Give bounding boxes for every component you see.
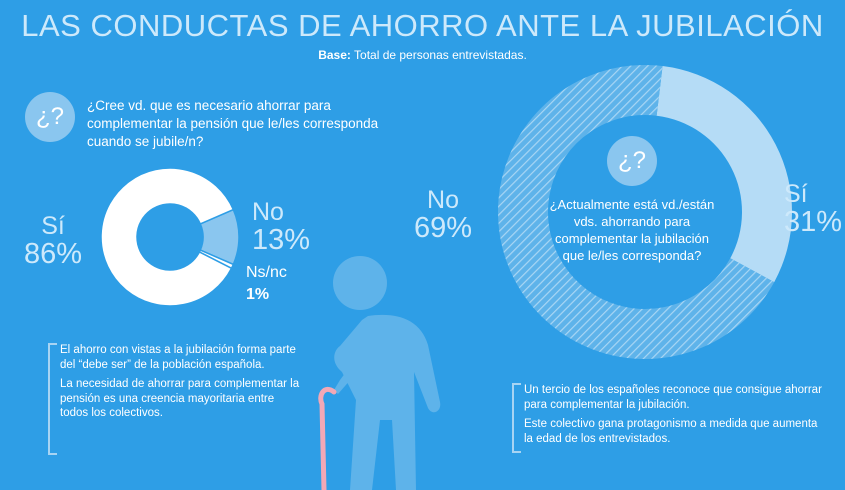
slice-label: Sí xyxy=(784,180,808,208)
donut2-si-label: Sí 31% xyxy=(784,180,843,238)
note-item: Este colectivo gana protagonismo a medid… xyxy=(524,418,818,445)
donut2-no-label: No 69% xyxy=(414,186,473,244)
slice-value: 69% xyxy=(414,212,473,244)
slice-value: 31% xyxy=(784,206,843,238)
donut-slice-no xyxy=(497,64,775,360)
slice-value: 1% xyxy=(246,286,270,303)
note-item: Un tercio de los españoles reconoce que … xyxy=(524,384,822,411)
slice-value: 86% xyxy=(24,238,83,270)
donut-slice-s- xyxy=(656,66,792,283)
slice-label: Sí xyxy=(41,212,65,240)
base-line: Base: Total de personas entrevistadas. xyxy=(0,48,845,62)
donut1-nsnc-label: Ns/nc 1% xyxy=(246,262,287,306)
slice-label: No xyxy=(252,198,284,226)
slice-label: No xyxy=(427,186,459,214)
question-badge-icon: ¿? xyxy=(607,136,657,186)
base-label: Base: xyxy=(318,48,351,62)
slice-label: Ns/nc xyxy=(246,264,287,281)
notes-right: Un tercio de los españoles reconoce que … xyxy=(512,383,824,453)
page-title: LAS CONDUCTAS DE AHORRO ANTE LA JUBILACI… xyxy=(21,8,824,43)
note-item: El ahorro con vistas a la jubilación for… xyxy=(60,344,296,371)
donut-slice-s- xyxy=(100,167,235,307)
note-item: La necesidad de ahorrar para complementa… xyxy=(60,378,300,419)
notes-left: El ahorro con vistas a la jubilación for… xyxy=(48,343,300,455)
base-text: Total de personas entrevistadas. xyxy=(354,48,527,62)
question-1-text: ¿Cree vd. que es necesario ahorrar para … xyxy=(87,98,379,149)
question-badge-icon: ¿? xyxy=(25,92,75,142)
donut1-no-label: No 13% xyxy=(252,198,311,256)
donut1-si-label: Sí 86% xyxy=(24,212,83,270)
slice-value: 13% xyxy=(252,224,311,256)
question-2-text: ¿Actualmente está vd./están vds. ahorran… xyxy=(549,197,715,263)
